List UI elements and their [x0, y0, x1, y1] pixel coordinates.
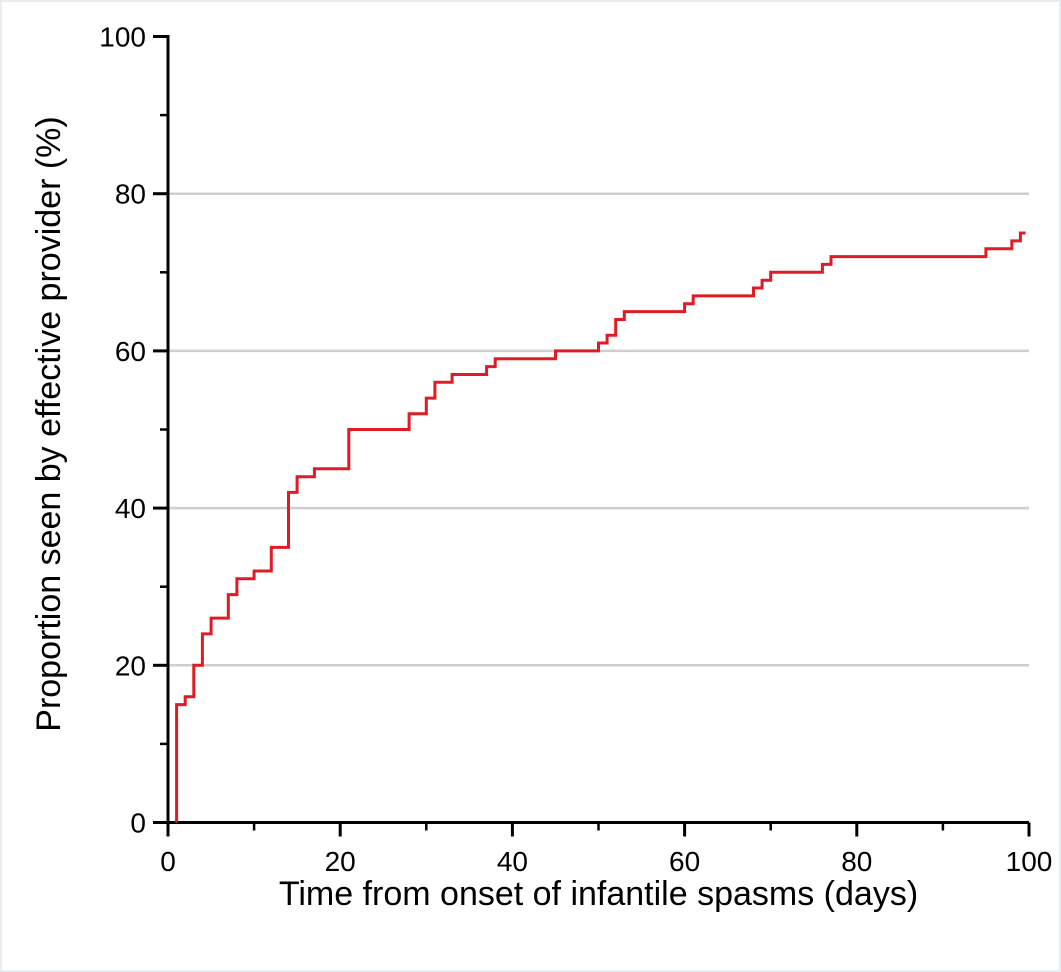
y-tick-label-80: 80	[115, 179, 146, 210]
y-tick-label-0: 0	[130, 808, 146, 839]
x-tick-label-0: 0	[160, 846, 176, 877]
y-tick-label-20: 20	[115, 650, 146, 681]
x-axis-title: Time from onset of infantile spasms (day…	[278, 875, 919, 913]
y-tick-label-100: 100	[99, 22, 146, 53]
x-tick-label-40: 40	[497, 846, 528, 877]
y-tick-label-60: 60	[115, 336, 146, 367]
x-tick-label-100: 100	[1006, 846, 1053, 877]
y-tick-label-40: 40	[115, 493, 146, 524]
series-proportion-seen-by-effective-provider	[175, 231, 1026, 823]
x-tick-label-60: 60	[669, 846, 700, 877]
x-tick-label-80: 80	[841, 846, 872, 877]
y-axis-title: Proportion seen by effective provider (%…	[30, 116, 68, 732]
x-tick-label-20: 20	[325, 846, 356, 877]
